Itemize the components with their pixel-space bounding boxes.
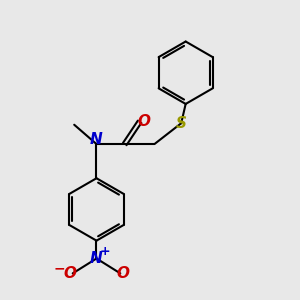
Text: O: O (137, 114, 150, 129)
Text: N: N (90, 132, 103, 147)
Text: +: + (100, 245, 110, 258)
Text: O: O (117, 266, 130, 281)
Text: N: N (90, 251, 103, 266)
Text: O: O (63, 266, 76, 281)
Text: S: S (176, 116, 187, 131)
Text: −: − (53, 261, 65, 275)
